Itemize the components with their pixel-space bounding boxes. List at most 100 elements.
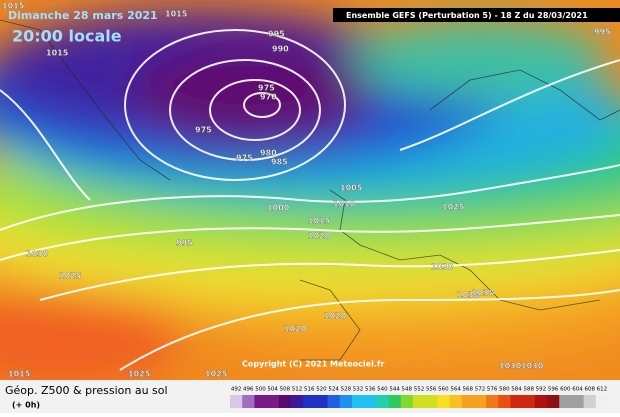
isobar-label: 1030 (499, 362, 522, 371)
scale-swatch (230, 395, 243, 408)
isobar-label: 985 (271, 158, 288, 167)
scale-label: 500 (255, 387, 266, 393)
isobar-label: 1030 (431, 263, 454, 272)
scale-label: 604 (572, 387, 583, 393)
geopotential-field (0, 0, 620, 390)
isobar-label: 1030 (472, 289, 495, 298)
scale-label: 592 (536, 387, 547, 393)
model-info: Ensemble GEFS (Perturbation 5) - 18 Z du… (346, 11, 588, 20)
color-scale: 492 496 500 504 508 512 516 520 524 528 532 536 540 5… (230, 387, 609, 408)
scale-swatch (571, 395, 585, 408)
scale-label: 564 (450, 387, 461, 393)
isobar-label: 1015 (8, 370, 31, 379)
scale-label: 532 (353, 387, 364, 393)
isobar-label: 975 (258, 84, 275, 93)
isobar-label: 1010 (333, 200, 356, 209)
scale-label: 516 (304, 387, 315, 393)
isobar-label: 975 (195, 126, 212, 135)
isobar-label: 1015 (46, 49, 69, 58)
scale-label: 540 (377, 387, 388, 393)
scale-swatch (376, 395, 390, 408)
scale-label: 600 (560, 387, 571, 393)
scale-swatch (461, 395, 475, 408)
scale-swatch (364, 395, 377, 408)
isobar-label: 1025 (205, 370, 228, 379)
lead-time: (+ 0h) (12, 401, 40, 410)
scale-label: 508 (280, 387, 291, 393)
scale-label: 492 (231, 387, 242, 393)
scale-label: 536 (365, 387, 376, 393)
scale-swatch (351, 395, 365, 408)
scale-swatch (400, 395, 414, 408)
copyright: Copyright (C) 2021 Meteociel.fr (242, 360, 384, 369)
scale-swatch (412, 395, 426, 408)
scale-swatch (547, 395, 560, 408)
isobar-label: 1025 (59, 272, 82, 281)
isobar-label: 1005 (340, 184, 363, 193)
scale-label: 568 (463, 387, 474, 393)
local-time: 20:00 locale (12, 27, 122, 46)
scale-swatch (559, 395, 572, 408)
isobar-label: 970 (260, 93, 277, 102)
isobar-label: 1000 (267, 204, 290, 213)
scale-swatch (534, 395, 548, 408)
isobar-label: 990 (272, 45, 289, 54)
scale-swatch (486, 395, 499, 408)
scale-swatch (303, 395, 316, 408)
isobar-label: 1025 (442, 203, 465, 212)
isobar-label: 975 (236, 154, 253, 163)
scale-label: 552 (414, 387, 425, 393)
scale-swatch (437, 395, 450, 408)
isobar-label: 1030 (521, 362, 544, 371)
scale-swatch (278, 395, 292, 408)
scale-label: 496 (243, 387, 254, 393)
scale-label: 584 (511, 387, 522, 393)
isobar-label: 980 (260, 149, 277, 158)
scale-label: 576 (487, 387, 498, 393)
scale-swatch (315, 395, 329, 408)
isobar-label: 995 (176, 239, 193, 248)
scale-swatch (339, 395, 353, 408)
scale-label: 528 (341, 387, 352, 393)
scale-swatch (473, 395, 487, 408)
isobar-label: 1015 (2, 2, 25, 11)
scale-swatch (595, 395, 609, 408)
scale-label: 548 (402, 387, 413, 393)
scale-label: 504 (267, 387, 278, 393)
scale-label: 544 (389, 387, 400, 393)
isobar-label: 1020 (308, 232, 331, 241)
scale-label: 588 (523, 387, 534, 393)
scale-swatch (510, 395, 524, 408)
scale-label: 572 (475, 387, 486, 393)
scale-swatch (449, 395, 463, 408)
scale-swatch (425, 395, 438, 408)
scale-swatch (266, 395, 280, 408)
scale-swatch (290, 395, 304, 408)
isobars (0, 29, 620, 371)
scale-label: 524 (328, 387, 339, 393)
scale-swatch (583, 395, 597, 408)
isobar-label: 995 (594, 28, 611, 37)
date: Dimanche 28 mars 2021 (8, 9, 158, 22)
scale-swatch (254, 395, 268, 408)
scale-label: 512 (292, 387, 303, 393)
scale-label: 580 (499, 387, 510, 393)
isobar-label: 1030 (457, 291, 480, 300)
scale-swatch (327, 395, 341, 408)
isobar-label: 1025 (128, 370, 151, 379)
legend-title: Géop. Z500 & pression au sol (5, 384, 168, 397)
isobar-label: 1020 (284, 325, 307, 334)
scale-swatch (498, 395, 511, 408)
scale-swatch (522, 395, 536, 408)
scale-swatch (388, 395, 402, 408)
scale-label: 608 (584, 387, 595, 393)
isobar-label: 1030 (26, 250, 49, 259)
isobar-label: 1015 (165, 10, 188, 19)
scale-label: 556 (426, 387, 437, 393)
scale-label: 560 (438, 387, 449, 393)
isobar-label: 1020 (324, 312, 347, 321)
scale-label: 596 (548, 387, 559, 393)
scale-label: 612 (597, 387, 608, 393)
